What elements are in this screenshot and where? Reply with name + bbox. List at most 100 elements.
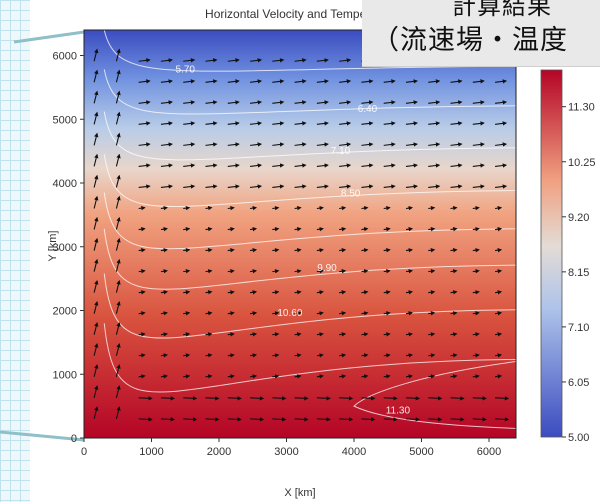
colorbar-tick-label: 5.00 [568, 432, 589, 444]
velocity-arrow [294, 311, 302, 316]
velocity-arrow [183, 163, 196, 168]
velocity-arrow [294, 226, 302, 232]
velocity-arrow [339, 205, 347, 211]
y-tick-label: 0 [71, 433, 77, 445]
contour-label: 7.10 [331, 146, 351, 157]
velocity-arrow [249, 353, 258, 358]
velocity-arrow [160, 184, 173, 189]
velocity-arrow [405, 311, 414, 316]
velocity-arrow [383, 205, 391, 211]
velocity-arrow [115, 111, 121, 125]
velocity-arrow [316, 353, 324, 358]
x-tick-label: 0 [81, 446, 87, 458]
velocity-arrow [227, 205, 235, 211]
velocity-arrow [205, 396, 220, 401]
velocity-arrow [205, 184, 218, 189]
velocity-arrow [183, 374, 191, 379]
velocity-arrow [405, 374, 414, 379]
velocity-arrow [115, 258, 121, 272]
velocity-arrow [272, 79, 285, 84]
velocity-arrow [294, 100, 307, 105]
velocity-arrow [428, 163, 441, 168]
velocity-arrow [294, 269, 302, 274]
velocity-arrow [472, 311, 480, 316]
contour-line [353, 361, 517, 429]
velocity-arrow [494, 290, 503, 295]
velocity-arrow [339, 184, 352, 189]
velocity-arrow [93, 322, 99, 335]
velocity-arrow [428, 79, 441, 84]
velocity-arrow [183, 205, 191, 211]
velocity-arrow [316, 311, 324, 316]
velocity-arrow [361, 374, 369, 379]
velocity-arrow [472, 79, 485, 84]
velocity-arrow [249, 121, 263, 126]
contour-label: 9.90 [317, 263, 337, 274]
velocity-arrow [339, 163, 352, 168]
y-tick-label: 6000 [53, 51, 77, 63]
velocity-arrow [383, 121, 396, 126]
velocity-arrow [205, 353, 213, 358]
velocity-arrow [93, 90, 99, 104]
velocity-arrow [428, 248, 436, 253]
velocity-arrow [383, 290, 391, 295]
velocity-arrow [294, 353, 302, 358]
velocity-arrow [115, 153, 121, 167]
y-axis-label: Y [km] [47, 231, 59, 262]
velocity-arrow [294, 184, 307, 189]
velocity-arrow [383, 417, 398, 422]
velocity-arrow [227, 226, 235, 232]
velocity-arrow [316, 184, 329, 189]
velocity-arrow [450, 100, 463, 105]
velocity-arrow [249, 142, 263, 147]
velocity-arrow [316, 121, 329, 126]
y-tick-label: 3000 [53, 242, 77, 254]
velocity-arrow [428, 121, 441, 126]
velocity-arrow [383, 142, 396, 147]
velocity-arrow [249, 205, 258, 211]
velocity-arrow [160, 248, 168, 253]
velocity-arrow [227, 248, 235, 253]
contour-label: 5.70 [176, 64, 196, 75]
velocity-arrow [183, 311, 191, 316]
velocity-arrow [93, 69, 99, 83]
velocity-arrow [361, 226, 369, 232]
velocity-arrow [93, 216, 99, 230]
velocity-arrow [272, 290, 280, 295]
velocity-arrow [339, 374, 347, 379]
velocity-arrow [339, 58, 352, 63]
velocity-arrow [361, 100, 374, 105]
velocity-arrow [450, 269, 458, 274]
contour-label: 11.30 [386, 405, 411, 416]
contour-line [103, 111, 517, 161]
velocity-arrow [383, 332, 391, 337]
velocity-arrow [450, 142, 463, 147]
velocity-arrow [405, 226, 414, 232]
velocity-arrow [183, 353, 191, 358]
x-tick-label: 2000 [207, 446, 231, 458]
velocity-arrow [160, 353, 168, 358]
colorbar [540, 69, 563, 438]
velocity-arrow [294, 374, 302, 379]
velocity-arrow [450, 163, 463, 168]
velocity-arrow [115, 216, 121, 230]
velocity-arrow [495, 417, 510, 422]
velocity-arrow [138, 311, 146, 316]
velocity-arrow [205, 332, 213, 337]
velocity-arrow [93, 258, 99, 272]
velocity-arrow [249, 332, 258, 337]
velocity-arrow [494, 205, 503, 211]
velocity-arrow [183, 226, 191, 232]
velocity-arrow [272, 332, 280, 337]
velocity-arrow [405, 142, 418, 147]
velocity-arrow [160, 396, 176, 401]
velocity-arrow [183, 269, 191, 274]
velocity-arrow [339, 417, 354, 422]
velocity-arrow [383, 374, 391, 379]
velocity-arrow [93, 364, 99, 377]
velocity-arrow [160, 100, 173, 105]
velocity-arrow [249, 290, 258, 295]
velocity-arrow [138, 269, 146, 274]
velocity-arrow [494, 353, 503, 358]
